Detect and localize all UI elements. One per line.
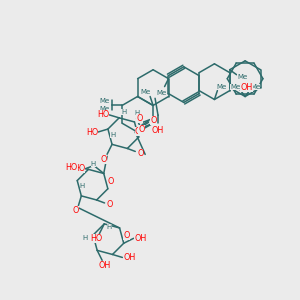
Text: O: O bbox=[135, 127, 141, 136]
Text: HO: HO bbox=[97, 110, 110, 119]
Text: Me: Me bbox=[237, 74, 248, 80]
Text: Me: Me bbox=[216, 84, 226, 90]
Text: H: H bbox=[134, 110, 139, 116]
Text: O: O bbox=[138, 125, 145, 134]
Text: OH: OH bbox=[152, 126, 164, 135]
Text: HO: HO bbox=[73, 164, 85, 173]
Text: O: O bbox=[150, 116, 157, 125]
Text: OH: OH bbox=[99, 261, 111, 270]
Text: O: O bbox=[101, 155, 107, 164]
Text: OH: OH bbox=[134, 234, 147, 243]
Text: O: O bbox=[136, 114, 143, 123]
Text: Me: Me bbox=[99, 98, 110, 104]
Text: HO: HO bbox=[90, 234, 103, 243]
Text: HO: HO bbox=[65, 163, 78, 172]
Text: H: H bbox=[82, 235, 88, 241]
Text: H: H bbox=[91, 161, 96, 167]
Text: OH: OH bbox=[123, 253, 136, 262]
Text: H: H bbox=[122, 109, 127, 115]
Text: O: O bbox=[108, 177, 114, 186]
Text: O: O bbox=[106, 200, 113, 209]
Text: O: O bbox=[106, 200, 113, 209]
Text: Me: Me bbox=[99, 106, 110, 112]
Text: H: H bbox=[106, 224, 112, 230]
Text: Me: Me bbox=[157, 89, 167, 95]
Text: OH: OH bbox=[240, 83, 253, 92]
Text: H: H bbox=[110, 132, 116, 138]
Text: O: O bbox=[137, 149, 143, 158]
Text: H: H bbox=[80, 182, 85, 188]
Text: HO: HO bbox=[86, 128, 98, 136]
Text: Me: Me bbox=[140, 88, 150, 94]
Text: O: O bbox=[72, 206, 79, 215]
Text: Me: Me bbox=[250, 84, 260, 90]
Text: O: O bbox=[123, 231, 130, 240]
Text: Me: Me bbox=[230, 84, 240, 90]
